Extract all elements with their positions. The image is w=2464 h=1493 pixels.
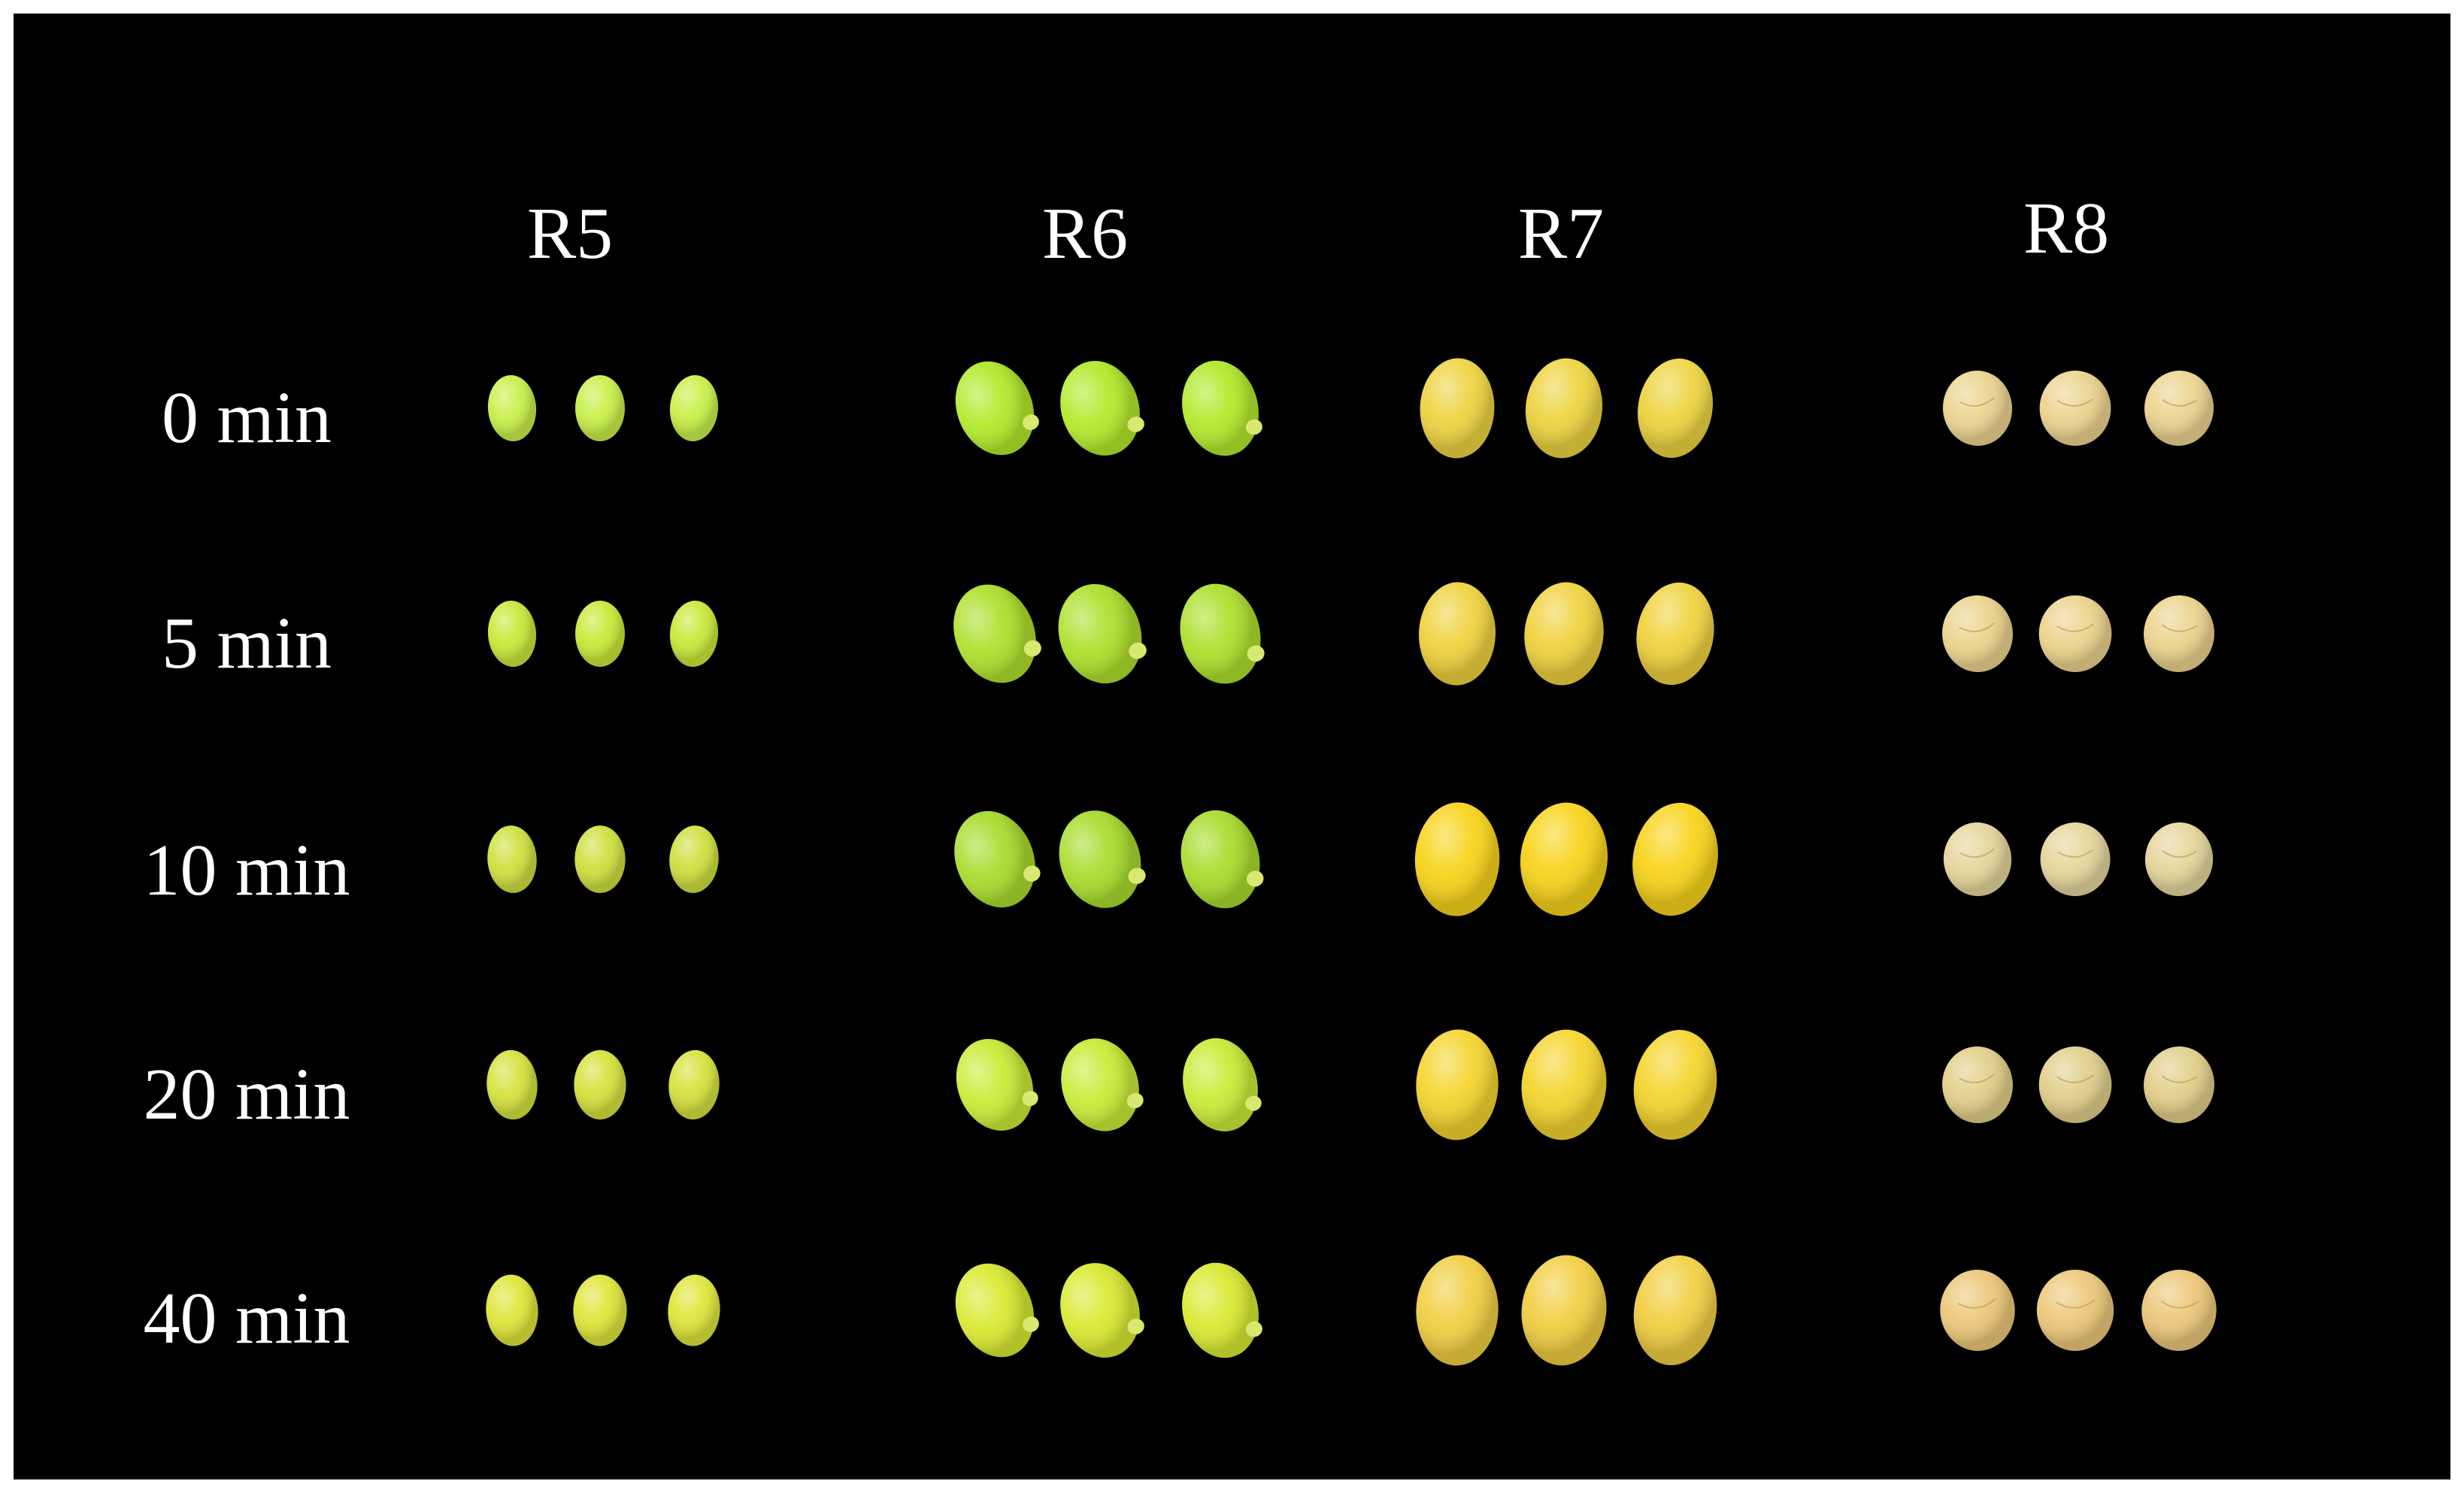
seed-r8-row3-2 (2040, 822, 2111, 896)
time-label-20min: 20 min (144, 1054, 350, 1135)
seed-r8-row5-1 (1940, 1270, 2015, 1351)
time-label-10min: 10 min (144, 830, 350, 911)
stage-label-r6: R6 (1042, 193, 1128, 274)
seed-r6-row5-2 (1060, 1263, 1144, 1358)
seed-r5-row4-1 (486, 1049, 538, 1120)
stage-label-r5: R5 (527, 193, 613, 274)
seed-r6-row2-3 (1180, 583, 1265, 684)
seed-r8-row5-3 (2141, 1270, 2217, 1351)
seed-layer (486, 358, 2217, 1366)
seed-r6-row2-1 (953, 584, 1041, 683)
stage-label-r8: R8 (2023, 188, 2109, 269)
seed-r5-row5-3 (668, 1274, 720, 1346)
seed-r5-row1-3 (669, 375, 719, 441)
seed-r8-row2-2 (2038, 595, 2112, 672)
seed-r5-row1-2 (575, 375, 625, 441)
seed-r7-row5-2 (1521, 1255, 1607, 1366)
seed-r5-row4-2 (574, 1049, 626, 1120)
seed-r6-row1-3 (1182, 360, 1262, 456)
seed-r6-row5-1 (955, 1263, 1039, 1358)
time-label-0min: 0 min (162, 377, 332, 459)
seed-r7-row1-3 (1637, 358, 1714, 459)
seed-r6-row2-2 (1058, 583, 1147, 684)
seed-r8-row3-1 (1943, 822, 2012, 896)
seed-r5-row2-3 (669, 601, 719, 667)
seed-r5-row4-3 (668, 1049, 720, 1120)
seed-r7-row4-3 (1633, 1029, 1717, 1140)
seed-r8-row4-2 (2038, 1046, 2112, 1123)
seed-r7-row3-2 (1520, 802, 1608, 916)
seed-r7-row5-3 (1633, 1255, 1717, 1366)
seed-r6-row4-2 (1061, 1038, 1144, 1131)
seed-r6-row1-1 (955, 361, 1039, 456)
seed-r7-row4-1 (1416, 1029, 1499, 1140)
seed-r5-row3-3 (669, 825, 719, 893)
seed-r7-row2-3 (1636, 582, 1714, 686)
time-label-40min: 40 min (144, 1278, 350, 1359)
seed-r7-row2-2 (1524, 582, 1604, 686)
seed-r8-row2-1 (1942, 595, 2013, 672)
seed-r5-row1-1 (487, 375, 537, 441)
seed-r8-row4-3 (2144, 1046, 2214, 1123)
seed-r7-row2-1 (1419, 582, 1496, 686)
seed-r7-row1-2 (1525, 358, 1603, 459)
seed-r8-row1-2 (2039, 371, 2111, 446)
seed-r7-row1-1 (1420, 358, 1495, 459)
seed-grid: R5 R6 R7 R8 0 min 5 min 10 min 20 min 40… (144, 188, 2217, 1366)
seed-r8-row3-3 (2144, 822, 2214, 896)
seed-r5-row5-2 (573, 1274, 627, 1346)
seed-r6-row4-3 (1183, 1037, 1262, 1132)
time-label-5min: 5 min (162, 603, 332, 684)
seed-r5-row3-2 (574, 825, 626, 893)
seed-r6-row4-1 (956, 1039, 1038, 1131)
seed-r6-row1-2 (1060, 361, 1144, 456)
seed-r5-row3-1 (487, 825, 537, 893)
seed-r6-row3-1 (954, 810, 1041, 908)
seed-r5-row5-1 (486, 1274, 538, 1346)
seed-r5-row2-1 (487, 601, 537, 667)
seed-r8-row5-2 (2036, 1270, 2114, 1351)
seed-r5-row2-2 (575, 601, 625, 667)
seed-r7-row3-3 (1632, 802, 1718, 916)
stage-label-r7: R7 (1518, 193, 1604, 274)
seed-r7-row5-1 (1416, 1255, 1499, 1366)
seed-r8-row2-3 (2144, 595, 2214, 672)
seed-figure: R5 R6 R7 R8 0 min 5 min 10 min 20 min 40… (14, 14, 2450, 1479)
seed-r6-row3-2 (1059, 810, 1146, 908)
seed-r6-row5-3 (1182, 1262, 1262, 1358)
seed-r7-row3-1 (1414, 802, 1500, 916)
seed-r8-row1-1 (1942, 371, 2013, 446)
seed-r8-row4-1 (1942, 1046, 2013, 1123)
seed-r8-row1-3 (2144, 371, 2214, 446)
seed-r7-row4-2 (1521, 1029, 1607, 1140)
seed-r6-row3-3 (1180, 810, 1264, 909)
